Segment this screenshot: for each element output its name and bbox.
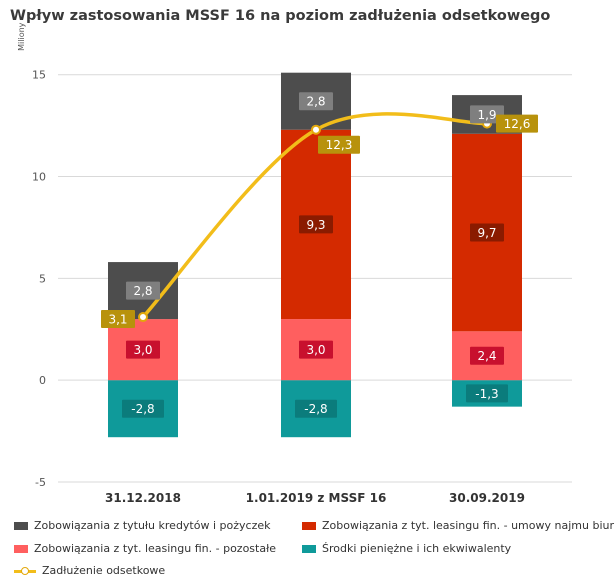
bar-data-label: -2,8 <box>122 399 164 418</box>
y-tick-label: 10 <box>32 171 46 184</box>
chart-area: -5 0 5 10 15 Miliony -2,8 3,0 2,8 -2,8 3,0 9,3 2,8… <box>17 22 572 505</box>
line-point <box>138 312 148 323</box>
legend-swatch <box>14 521 28 530</box>
legend-item-loans: Zobowiązania z tytułu kredytów i pożycze… <box>14 519 270 532</box>
bar-data-label: 9,3 <box>299 215 333 234</box>
legend-item-cash: Środki pieniężne i ich ekwiwalenty <box>302 542 511 555</box>
bar-data-label: 2,4 <box>470 346 504 365</box>
data-label-box <box>299 215 333 234</box>
data-label-box <box>295 399 337 418</box>
line-data-label: 12,6 <box>496 114 538 133</box>
data-label-box <box>126 340 160 359</box>
chart-title: Wpływ zastosowania MSSF 16 na poziom zad… <box>10 8 551 24</box>
legend-label: Zobowiązania z tytułu kredytów i pożycze… <box>34 519 271 532</box>
legend-label: Zobowiązania z tyt. leasingu fin. - umow… <box>322 519 614 532</box>
legend-label: Środki pieniężne i ich ekwiwalenty <box>322 542 512 555</box>
legend-label: Zobowiązania z tyt. leasingu fin. - pozo… <box>34 542 276 555</box>
data-label-box <box>470 105 504 124</box>
line-data-label: 3,1 <box>101 310 135 329</box>
legend-item-office-leases: Zobowiązania z tyt. leasingu fin. - umow… <box>302 519 614 532</box>
data-label-text: 3,0 <box>133 343 152 357</box>
data-label-box <box>122 399 164 418</box>
x-category-label: 31.12.2018 <box>105 491 181 505</box>
data-label-box <box>318 135 360 154</box>
y-axis-unit-label: Miliony <box>17 22 26 51</box>
legend-swatch <box>302 521 316 530</box>
data-label-text: 3,1 <box>108 313 127 327</box>
data-label-text: 2,4 <box>477 349 496 363</box>
data-label-box <box>470 223 504 242</box>
bar-data-label: 2,8 <box>126 281 160 300</box>
data-label-text: 2,8 <box>306 95 325 109</box>
interest-debt-line <box>141 112 489 319</box>
data-label-box <box>466 384 508 403</box>
bar-data-label: -2,8 <box>295 399 337 418</box>
bar-data-label: 2,8 <box>299 92 333 111</box>
bar-data-label: 9,7 <box>470 223 504 242</box>
data-label-text: 12,6 <box>504 117 531 131</box>
y-tick-label: -5 <box>35 476 46 489</box>
data-label-box <box>299 340 333 359</box>
data-label-box <box>126 281 160 300</box>
data-label-text: 9,3 <box>306 218 325 232</box>
data-label-text: 12,3 <box>326 138 353 152</box>
data-label-box <box>299 92 333 111</box>
data-label-box <box>101 310 135 329</box>
data-label-box <box>470 346 504 365</box>
y-tick-label: 0 <box>39 374 46 387</box>
line-data-label: 12,3 <box>318 135 360 154</box>
line-point <box>311 124 321 135</box>
y-tick-label: 15 <box>32 69 46 82</box>
data-label-text: -2,8 <box>131 402 154 416</box>
legend-item-interest-debt: Zadłużenie odsetkowe <box>14 564 165 577</box>
legend-label: Zadłużenie odsetkowe <box>42 564 166 577</box>
data-labels: -2,8 3,0 2,8 -2,8 3,0 9,3 2,8 -1,3 2,4 9,7 1,9 3,1 1… <box>101 92 538 418</box>
legend-item-other-leases: Zobowiązania z tyt. leasingu fin. - pozo… <box>14 542 276 555</box>
data-label-text: 1,9 <box>477 108 496 122</box>
y-tick-label: 5 <box>39 272 46 285</box>
legend-line-swatch <box>14 566 36 576</box>
legend-swatch <box>14 544 28 553</box>
data-label-box <box>496 114 538 133</box>
x-axis-categories: 31.12.2018 1.01.2019 z MSSF 16 30.09.2019 <box>105 491 525 505</box>
bar-data-label: 1,9 <box>470 105 504 124</box>
data-label-text: -1,3 <box>475 387 498 401</box>
data-label-text: 2,8 <box>133 284 152 298</box>
data-label-text: -2,8 <box>304 402 327 416</box>
x-category-label: 1.01.2019 z MSSF 16 <box>246 491 387 505</box>
bar-data-label: 3,0 <box>126 340 160 359</box>
data-label-text: 3,0 <box>306 343 325 357</box>
bar-data-label: -1,3 <box>466 384 508 403</box>
legend-swatch <box>302 544 316 553</box>
data-label-text: 9,7 <box>477 226 496 240</box>
x-category-label: 30.09.2019 <box>449 491 525 505</box>
y-axis-ticks: -5 0 5 10 15 <box>32 69 46 489</box>
bar-data-label: 3,0 <box>299 340 333 359</box>
